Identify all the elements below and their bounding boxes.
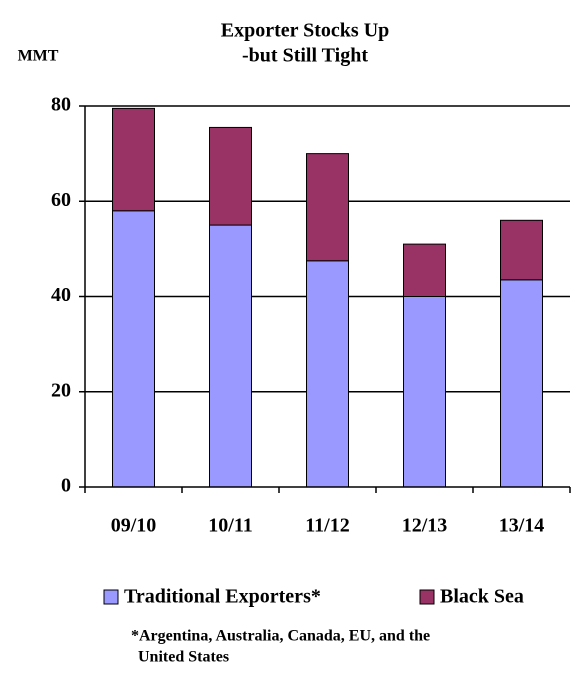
y-tick-label: 80 <box>51 94 71 116</box>
bar-segment <box>306 153 349 262</box>
bar-segment <box>500 279 543 488</box>
chart-subtitle: -but Still Tight <box>242 45 368 67</box>
x-tick-label: 11/12 <box>305 515 349 537</box>
y-axis-label: MMT <box>18 48 59 65</box>
y-tick-label: 60 <box>51 189 71 211</box>
legend-swatch <box>419 589 435 605</box>
bar-segment <box>209 224 252 488</box>
x-tick-label: 09/10 <box>111 515 157 537</box>
bar-segment <box>403 296 446 488</box>
footnote: *Argentina, Australia, Canada, EU, and t… <box>131 628 430 645</box>
x-tick-label: 13/14 <box>499 515 545 537</box>
bar-segment <box>209 126 252 226</box>
y-tick-label: 20 <box>51 379 71 401</box>
bar-segment <box>500 219 543 281</box>
bar-segment <box>112 210 155 488</box>
bar-segment <box>112 107 155 212</box>
bar-segment <box>306 260 349 488</box>
y-tick-label: 40 <box>51 284 71 306</box>
footnote: United States <box>138 649 229 666</box>
x-tick-label: 10/11 <box>208 515 252 537</box>
bar-segment <box>403 243 446 298</box>
legend-label: Black Sea <box>440 586 524 608</box>
x-tick-label: 12/13 <box>402 515 448 537</box>
y-tick-label: 0 <box>61 475 71 497</box>
legend-swatch <box>103 589 119 605</box>
chart-title: Exporter Stocks Up <box>221 20 390 42</box>
legend-label: Traditional Exporters* <box>124 586 321 608</box>
